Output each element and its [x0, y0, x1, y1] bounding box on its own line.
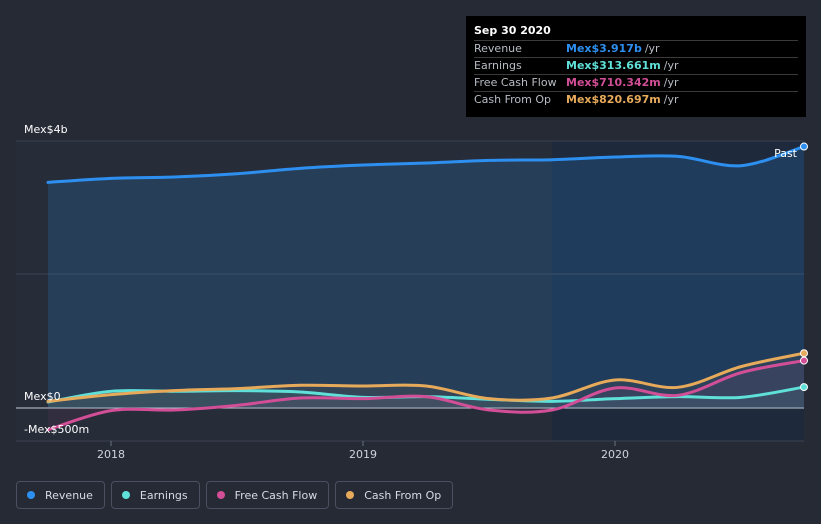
tooltip-unit: /yr — [663, 93, 679, 106]
y-tick-label: -Mex$500m — [24, 423, 89, 436]
y-tick-label: Mex$4b — [24, 123, 68, 136]
tooltip-value: Mex$710.342m — [566, 76, 661, 89]
tooltip-row-free-cash-flow: Free Cash Flow Mex$710.342m /yr — [474, 74, 798, 91]
legend-item-revenue[interactable]: Revenue — [16, 481, 105, 509]
series-end-point-cash-from-op — [800, 349, 808, 358]
legend-item-earnings[interactable]: Earnings — [110, 481, 200, 509]
tooltip-label: Free Cash Flow — [474, 76, 557, 89]
legend-label: Revenue — [45, 488, 93, 502]
tooltip-unit: /yr — [663, 76, 679, 89]
tooltip-row-cash-from-op: Cash From Op Mex$820.697m /yr — [474, 91, 798, 108]
tooltip-value: Mex$3.917b — [566, 42, 642, 55]
x-tick-label: 2020 — [601, 448, 629, 461]
legend-dot-icon — [27, 491, 35, 499]
legend-dot-icon — [121, 491, 130, 499]
tooltip-unit: /yr — [644, 42, 660, 55]
x-tick-label: 2018 — [97, 448, 125, 461]
tooltip-value: Mex$820.697m — [566, 93, 661, 106]
series-end-point-revenue — [800, 142, 808, 151]
tooltip-row-revenue: Revenue Mex$3.917b /yr — [474, 40, 798, 57]
tooltip-label: Revenue — [474, 42, 522, 55]
legend: Revenue Earnings Free Cash Flow Cash Fro… — [16, 481, 454, 509]
recent-period-shade — [552, 141, 804, 441]
legend-item-free-cash-flow[interactable]: Free Cash Flow — [205, 481, 330, 509]
series-line-free-cash-flow — [46, 359, 806, 432]
y-tick-label: Mex$0 — [24, 390, 61, 403]
tooltip-label: Earnings — [474, 59, 522, 72]
tooltip-date: Sep 30 2020 — [474, 24, 551, 37]
tooltip-unit: /yr — [663, 59, 679, 72]
series-area-revenue — [48, 146, 804, 408]
series-end-point-earnings — [800, 383, 808, 392]
past-label: Past — [774, 147, 798, 160]
legend-label: Free Cash Flow — [234, 488, 318, 502]
series-area-free-cash-flow — [48, 360, 804, 430]
legend-item-cash-from-op[interactable]: Cash From Op — [335, 481, 454, 509]
series-area-cash-from-op — [48, 353, 804, 408]
series-end-point-free-cash-flow — [800, 356, 808, 365]
tooltip-row-earnings: Earnings Mex$313.661m /yr — [474, 57, 798, 74]
series-line-revenue — [46, 145, 806, 184]
series-line-cash-from-op — [46, 351, 806, 403]
legend-label: Cash From Op — [364, 488, 442, 502]
legend-dot-icon — [216, 491, 225, 499]
tooltip-label: Cash From Op — [474, 93, 552, 106]
tooltip-value: Mex$313.661m — [566, 59, 661, 72]
legend-label: Earnings — [139, 488, 188, 502]
x-tick-label: 2019 — [349, 448, 377, 461]
tooltip: Sep 30 2020 Revenue Mex$3.917b /yr Earni… — [466, 16, 806, 117]
legend-dot-icon — [346, 491, 355, 499]
